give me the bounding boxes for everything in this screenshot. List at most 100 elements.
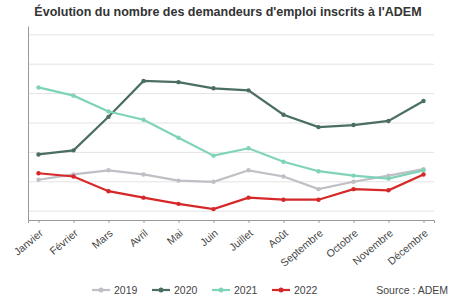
legend-label: 2021 [234, 284, 258, 296]
series-group [36, 79, 425, 212]
x-tick-mark [354, 220, 355, 223]
x-tick-mark [389, 220, 390, 223]
point [246, 168, 250, 172]
point [316, 125, 320, 129]
x-tick-label: Mars [89, 227, 115, 251]
grid-line [28, 211, 434, 212]
legend-item: 2019 [92, 284, 138, 296]
point [176, 178, 180, 182]
point [211, 153, 215, 157]
series-line [39, 173, 424, 209]
series-line [39, 81, 424, 154]
point [316, 169, 320, 173]
x-tick-mark [424, 220, 425, 223]
grid-line [28, 93, 434, 94]
legend-item: 2022 [272, 284, 318, 296]
x-tick-label: Juin [197, 227, 220, 249]
point [211, 86, 215, 90]
point [281, 113, 285, 117]
legend-marker [219, 288, 224, 293]
chart: Évolution du nombre des demandeurs d'emp… [0, 0, 456, 304]
series-line [39, 87, 424, 178]
x-tick-label: Avril [127, 227, 150, 249]
point [386, 176, 390, 180]
x-tick: Mai [164, 220, 185, 247]
x-tick-mark [179, 220, 180, 223]
x-tick-label: Janvier [11, 226, 45, 257]
legend-marker [279, 288, 284, 293]
x-tick-label: Décembre [385, 227, 430, 267]
point [71, 174, 75, 178]
title: Évolution du nombre des demandeurs d'emp… [34, 4, 421, 19]
legend-label: 2020 [174, 284, 198, 296]
point [106, 168, 110, 172]
x-tick: Décembre [385, 220, 430, 267]
x-tick: Janvier [11, 220, 45, 258]
source: Source : ADEM [376, 284, 448, 296]
point [71, 93, 75, 97]
point [281, 174, 285, 178]
point [211, 207, 215, 211]
x-tick-mark [39, 220, 40, 223]
x-tick: Mars [89, 220, 115, 251]
point [106, 115, 110, 119]
x-tick-mark [319, 220, 320, 223]
x-tick-mark [144, 220, 145, 223]
point [246, 88, 250, 92]
point [36, 178, 40, 182]
point [246, 146, 250, 150]
point [316, 187, 320, 191]
point [351, 173, 355, 177]
x-tick-label: Septembre [278, 227, 325, 269]
grid-line [28, 64, 434, 65]
point [316, 198, 320, 202]
point [36, 171, 40, 175]
x-tick-mark [74, 220, 75, 223]
point [176, 202, 180, 206]
x-tick-mark [249, 220, 250, 223]
point [176, 135, 180, 139]
x-tick-label: Février [47, 226, 80, 257]
point [176, 80, 180, 84]
point [386, 188, 390, 192]
legend-label: 2022 [294, 284, 318, 296]
grid-line [28, 34, 434, 35]
point [141, 118, 145, 122]
legend-item: 2020 [152, 284, 198, 296]
x-tick-label: Août [266, 227, 290, 250]
point [421, 172, 425, 176]
x-tick-mark [109, 220, 110, 223]
plot: JanvierFévrier Mars Avril Mai Juin Juillet Aoû… [11, 27, 434, 269]
point [141, 195, 145, 199]
x-tick: Février [47, 220, 80, 257]
point [36, 152, 40, 156]
legend-marker [99, 288, 104, 293]
point [141, 79, 145, 83]
point [71, 148, 75, 152]
x-axis: JanvierFévrier Mars Avril Mai Juin Juillet Aoû… [11, 220, 434, 269]
point [106, 189, 110, 193]
point [281, 198, 285, 202]
point [281, 160, 285, 164]
grid [28, 35, 434, 211]
x-tick: Juillet [227, 220, 255, 253]
x-tick: Août [266, 220, 290, 250]
x-tick-mark [214, 220, 215, 223]
point [246, 195, 250, 199]
point [351, 180, 355, 184]
x-tick-label: Mai [164, 227, 185, 247]
point [421, 168, 425, 172]
point [351, 123, 355, 127]
point [386, 119, 390, 123]
x-tick: Septembre [278, 220, 325, 269]
x-axis-line [29, 221, 435, 224]
y-axis-line [28, 27, 29, 221]
point [351, 187, 355, 191]
legend: 2019 2020 2021 2022 [92, 284, 318, 296]
x-tick: Juin [197, 220, 220, 248]
x-tick-mark [284, 220, 285, 223]
y-axis [28, 27, 30, 221]
point [421, 99, 425, 103]
point [36, 85, 40, 89]
x-tick: Avril [127, 220, 150, 249]
